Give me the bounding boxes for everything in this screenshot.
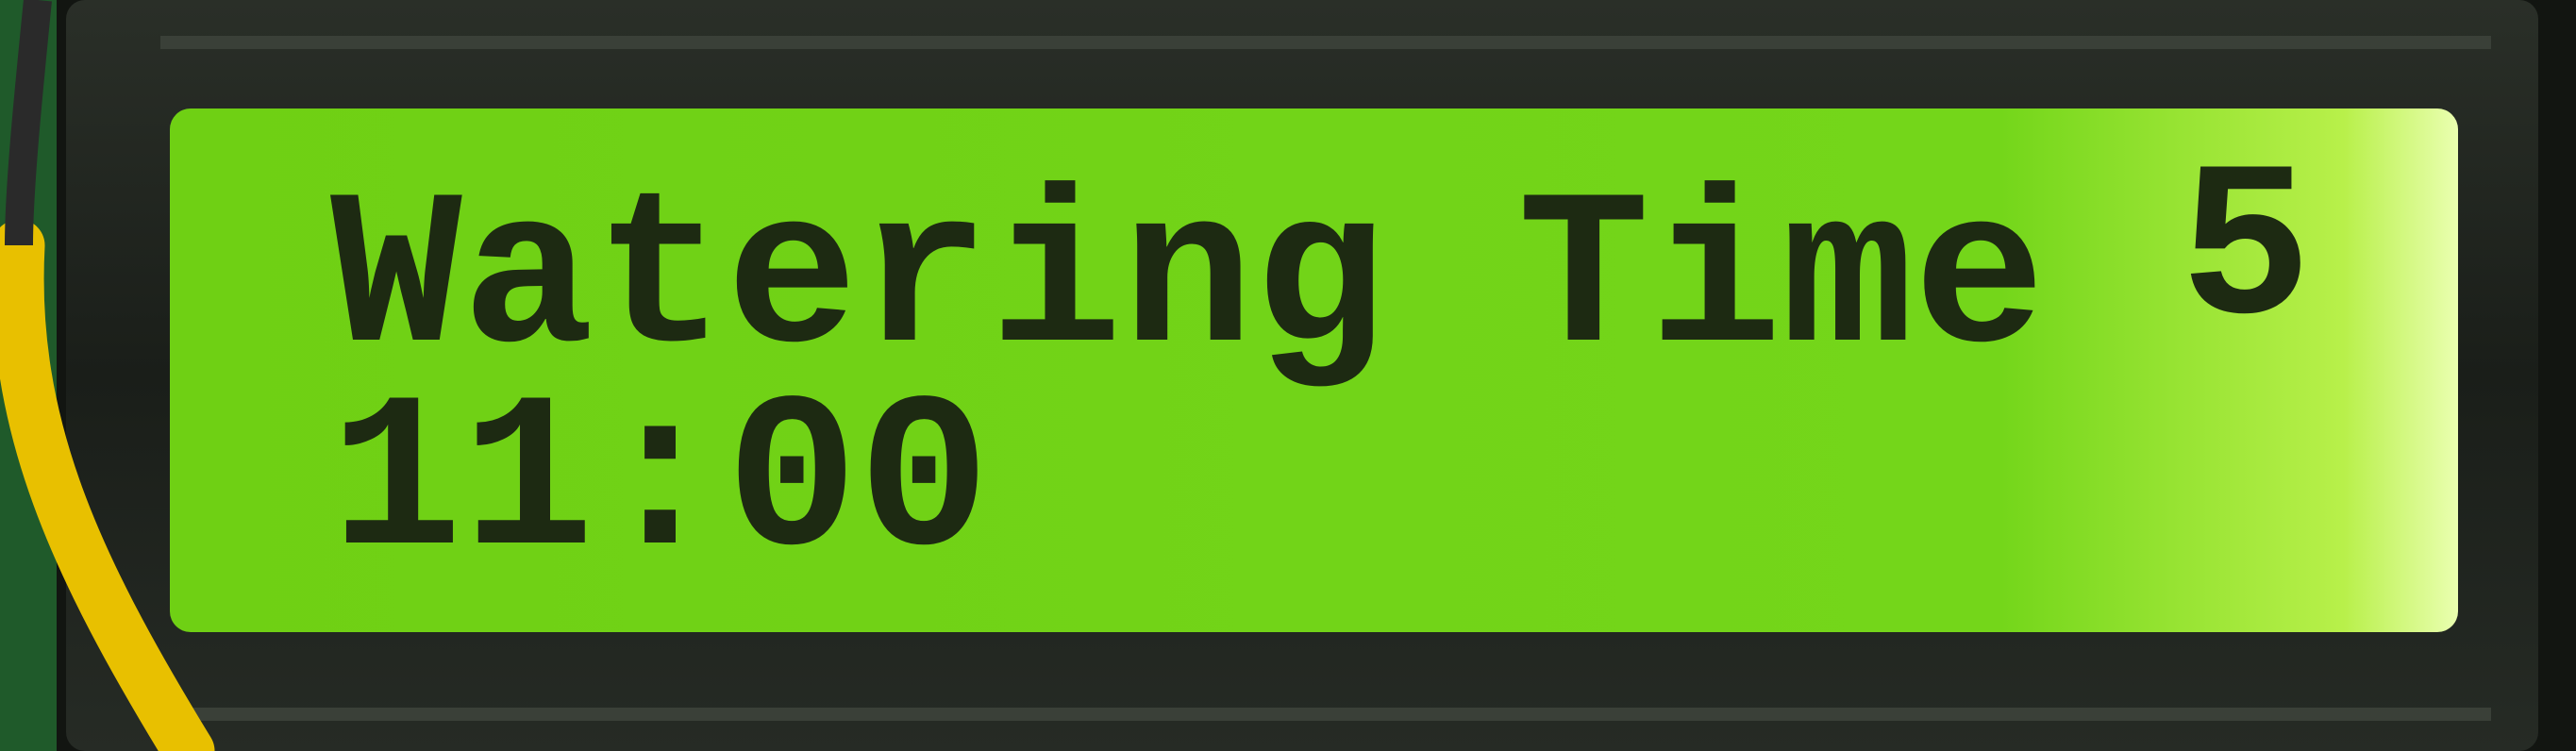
display-value: 5 <box>2180 128 2312 377</box>
wire <box>0 219 215 751</box>
display-time: 11:00 <box>330 359 990 609</box>
bezel-edge <box>160 36 2491 49</box>
lcd-panel <box>170 108 2458 632</box>
bezel-edge <box>160 708 2491 721</box>
display-label: Watering Time <box>330 157 2046 406</box>
wire <box>5 0 52 246</box>
